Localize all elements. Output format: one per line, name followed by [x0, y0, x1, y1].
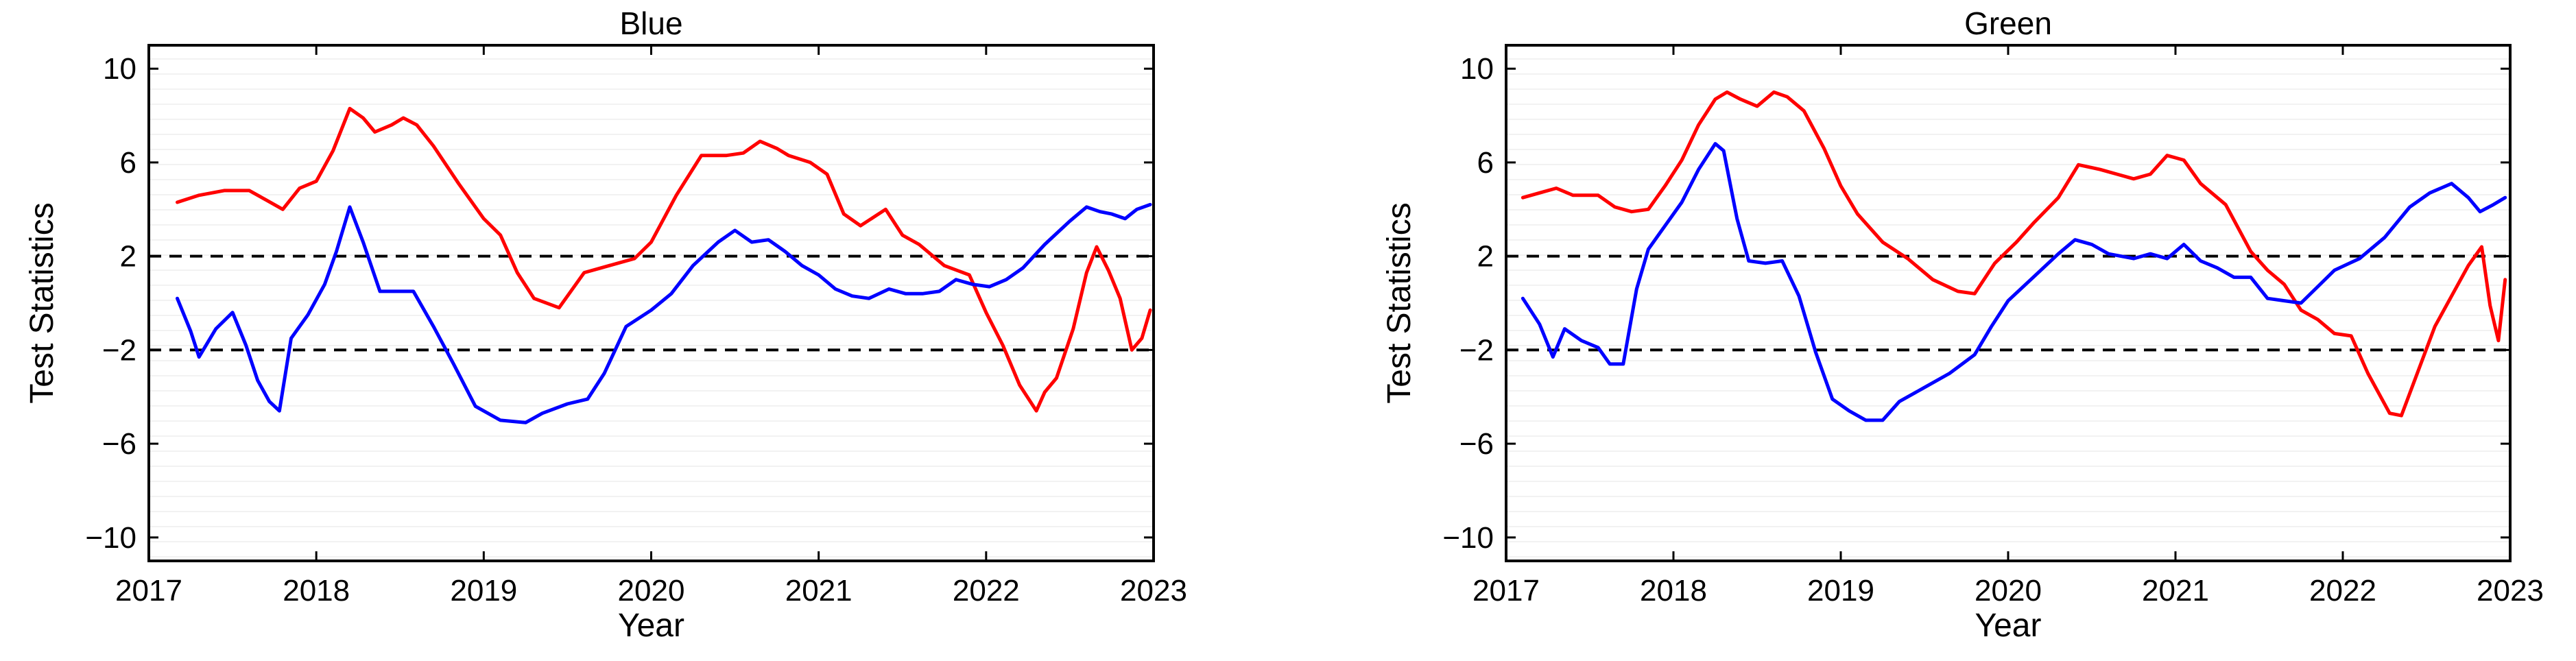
x-tick-label: 2023 — [1120, 574, 1187, 608]
y-tick-label: 6 — [1477, 146, 1494, 180]
y-axis-label: Test Statistics — [24, 202, 60, 403]
x-tick-label: 2017 — [115, 574, 182, 608]
y-tick-label: −6 — [102, 427, 136, 461]
y-tick-label: −10 — [85, 521, 136, 555]
y-tick-label: 10 — [1460, 52, 1494, 86]
x-tick-label: 2023 — [2477, 574, 2544, 608]
chart-blue: 10 6 2 −2 −6 −10 2017 2018 2019 2020 2021 2022 2023 B… — [24, 5, 1187, 644]
x-tick-label: 2018 — [1640, 574, 1707, 608]
x-axis-label: Year — [1975, 608, 2042, 644]
y-tick-label: 10 — [103, 52, 136, 86]
x-axis-label: Year — [618, 608, 684, 644]
plot-frame — [147, 44, 1155, 562]
x-tick-label: 2019 — [450, 574, 517, 608]
x-tick-label: 2020 — [1975, 574, 2042, 608]
x-tick-label: 2022 — [2309, 574, 2376, 608]
x-tick-label: 2021 — [2142, 574, 2209, 608]
y-tick-label: 2 — [120, 240, 136, 274]
y-tick-label: −2 — [102, 333, 136, 367]
x-tick-label: 2018 — [283, 574, 350, 608]
series-line-red — [1520, 90, 2507, 418]
chart-green: 10 6 2 −2 −6 −10 2017 2018 2019 2020 2021 2022 2023 G… — [1381, 5, 2544, 644]
x-tick-label: 2017 — [1472, 574, 1540, 608]
y-tick-label: 6 — [120, 146, 136, 180]
series-line-blue — [1520, 142, 2507, 422]
y-tick-label: −10 — [1442, 521, 1494, 555]
x-tick-label: 2021 — [785, 574, 852, 608]
x-tick-label: 2020 — [618, 574, 685, 608]
series-line-red — [176, 106, 1152, 413]
y-axis-label: Test Statistics — [1381, 202, 1418, 403]
y-tick-label: 2 — [1477, 240, 1494, 274]
series-line-blue — [176, 202, 1152, 424]
y-tick-label: −6 — [1459, 427, 1494, 461]
x-tick-label: 2019 — [1807, 574, 1874, 608]
x-tick-label: 2022 — [953, 574, 1020, 608]
chart-title: Green — [1964, 5, 2052, 41]
chart-title: Blue — [619, 5, 682, 41]
y-tick-label: −2 — [1459, 333, 1494, 367]
